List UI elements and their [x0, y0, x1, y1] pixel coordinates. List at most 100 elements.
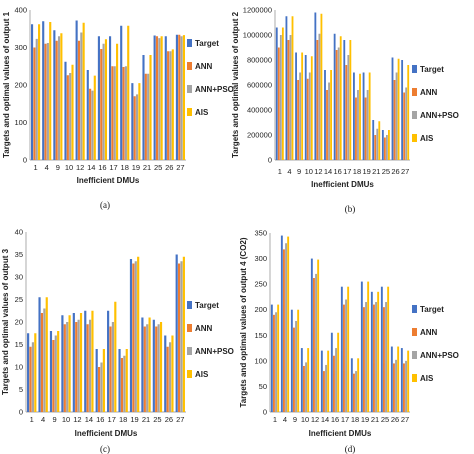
p4-bar-ann-pso-4	[285, 243, 287, 412]
p3-x-tick-label: 18	[119, 415, 127, 424]
p3-bar-target-18	[118, 349, 121, 412]
p3-bar-ais-9	[57, 331, 60, 412]
p1-bar-ann-pso-4	[46, 43, 49, 160]
p2-x-tick-label: 12	[314, 167, 322, 176]
p2-y-axis-title: Targets and optimal values of output 2	[231, 11, 240, 158]
p1-bar-ann-pso-1	[35, 38, 38, 161]
p4-legend-label-target: Target	[420, 305, 444, 314]
p4-bar-ais-26	[397, 346, 400, 412]
p1-bar-target-17	[109, 36, 112, 160]
p4-bar-target-17	[340, 286, 343, 412]
p3-bar-target-25	[152, 319, 155, 412]
p3-x-tick-label: 4	[41, 415, 45, 424]
p3-x-tick-label: 12	[73, 415, 81, 424]
p4-y-axis-title: Targets and optimal values of output 4 (…	[239, 237, 248, 407]
p1-x-tick-label: 17	[109, 163, 117, 172]
p4-legend-swatch-ann-pso	[412, 351, 417, 359]
p1-legend-label-ann-pso: ANN+PSO	[195, 85, 234, 94]
p2-bar-ann-pso-26	[395, 72, 398, 160]
p4-bar-ann-pso-21	[375, 302, 377, 412]
p1-y-tick-label: 200	[14, 81, 27, 90]
p1-bar-ann-pso-26	[169, 51, 172, 160]
p4-bar-ann-21	[373, 304, 375, 412]
p3-bar-ais-19	[137, 256, 140, 412]
p4-bar-ann-12	[313, 278, 315, 412]
p3-bar-ais-4	[45, 297, 48, 412]
p2-x-tick-label: 27	[401, 167, 409, 176]
p1-bar-ann-17	[111, 66, 114, 160]
p4-panel-letter: (d)	[345, 444, 356, 454]
p1-bar-target-16	[97, 36, 100, 160]
p2-y-tick-label: 1200000	[243, 6, 272, 15]
p2-y-tick-label: 600000	[247, 81, 272, 90]
p3-bar-ann-27	[178, 263, 181, 412]
p3-bar-ann-10	[63, 324, 66, 412]
p4-bar-target-25	[380, 286, 383, 412]
p2-bar-target-1	[275, 27, 278, 160]
p3-bar-ann-pso-1	[31, 342, 34, 412]
p2-bar-ais-17	[349, 40, 352, 160]
p4-y-tick-label: 350	[254, 229, 267, 238]
p3-bar-ais-14	[91, 310, 94, 412]
p1-bar-ais-18	[127, 25, 130, 160]
p2-bar-ann-pso-25	[385, 135, 388, 160]
p1-bar-ais-10	[71, 64, 74, 160]
p1-panel-letter: (a)	[100, 200, 110, 210]
p2-bar-ann-pso-27	[405, 87, 408, 160]
p3-bar-target-14	[84, 310, 87, 412]
p1-bar-ann-19	[133, 96, 136, 160]
p3-x-tick-label: 9	[52, 415, 56, 424]
p4-bar-ann-14	[323, 371, 325, 412]
p2-bar-ann-10	[306, 78, 309, 160]
p2-bar-ais-18	[359, 73, 361, 160]
p2-bar-ann-26	[393, 80, 396, 160]
p3-y-tick-label: 25	[15, 295, 23, 304]
p2-x-tick-label: 25	[382, 167, 390, 176]
p2-bar-ann-pso-9	[299, 72, 302, 160]
p2-x-tick-label: 21	[372, 167, 380, 176]
p3-legend-label-target: Target	[195, 301, 219, 310]
p1-bar-ann-26	[167, 51, 170, 160]
p1-bar-ann-12	[77, 40, 81, 160]
p4-x-tick-label: 10	[301, 415, 309, 424]
p4-x-tick-label: 9	[293, 415, 297, 424]
p2-bar-ann-19	[364, 97, 367, 160]
p2-bar-ais-25	[388, 130, 390, 160]
p2-legend-swatch-target	[412, 65, 417, 73]
p4-bar-target-16	[330, 332, 333, 412]
p2-bar-ann-17	[345, 65, 348, 160]
p4-x-axis-title: Inefficient DMUs	[309, 429, 372, 438]
p1-bar-ais-25	[160, 36, 163, 160]
p2-x-tick-label: 14	[324, 167, 332, 176]
p4-bar-ais-1	[277, 304, 280, 412]
p2-bar-target-17	[343, 40, 346, 160]
p3-bar-ais-27	[182, 256, 185, 412]
p1-legend-swatch-ais	[187, 108, 192, 116]
p2-bar-ann-18	[355, 97, 357, 160]
p1-bar-ann-pso-25	[158, 38, 161, 161]
p4-x-tick-label: 14	[321, 415, 329, 424]
p1-bar-ann-25	[155, 36, 159, 160]
p3-bar-ann-pso-21	[146, 324, 149, 412]
p3-panel-letter: (c)	[100, 444, 110, 454]
p2-x-tick-label: 16	[334, 167, 342, 176]
p4-bar-ais-21	[377, 291, 380, 412]
p1-x-tick-label: 18	[121, 163, 129, 172]
p4-bar-target-18	[350, 358, 353, 412]
p3-bar-ais-17	[114, 301, 117, 412]
p2-bar-ais-27	[407, 65, 410, 160]
p1-bar-ais-27	[182, 35, 185, 161]
p2-bar-ann-21	[374, 135, 377, 160]
p4-y-tick-label: 250	[254, 280, 267, 289]
p3-bar-target-19	[129, 259, 133, 412]
p2-bar-ann-1	[277, 47, 280, 160]
p2-bar-target-4	[285, 16, 288, 160]
p3-bar-ann-14	[86, 324, 89, 412]
p1-bar-target-25	[153, 35, 156, 160]
p2-y-tick-label: 200000	[247, 131, 272, 140]
p3-bar-ann-26	[166, 346, 169, 412]
p2-y-tick-label: 400000	[247, 106, 272, 115]
p1-bar-ais-4	[49, 22, 52, 160]
p2-legend-label-ais: AIS	[420, 134, 434, 143]
p1-bar-ais-14	[93, 75, 96, 161]
